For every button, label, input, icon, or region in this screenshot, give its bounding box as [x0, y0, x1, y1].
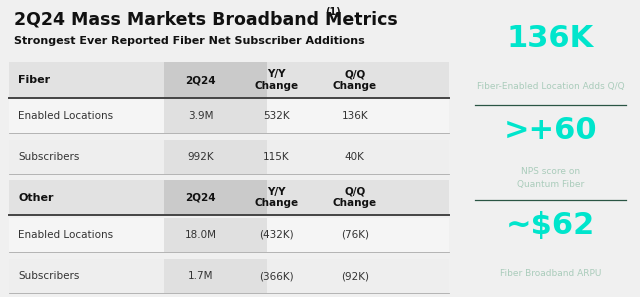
- Bar: [9, 217, 449, 252]
- Text: >+60: >+60: [504, 116, 597, 145]
- Bar: [164, 62, 268, 98]
- Text: (432K): (432K): [259, 230, 294, 240]
- Text: 18.0M: 18.0M: [184, 230, 216, 240]
- Text: 3.9M: 3.9M: [188, 111, 213, 121]
- Text: NPS score on
Quantum Fiber: NPS score on Quantum Fiber: [516, 168, 584, 189]
- Text: Fiber Broadband ARPU: Fiber Broadband ARPU: [500, 269, 601, 278]
- Bar: [9, 259, 449, 293]
- Text: (92K): (92K): [341, 271, 369, 281]
- Text: Fiber-Enabled Location Adds Q/Q: Fiber-Enabled Location Adds Q/Q: [477, 82, 624, 91]
- Text: Q/Q
Change: Q/Q Change: [333, 187, 377, 208]
- Text: 532K: 532K: [263, 111, 290, 121]
- Bar: [9, 99, 449, 133]
- Bar: [164, 180, 268, 215]
- Text: 1.7M: 1.7M: [188, 271, 213, 281]
- Text: 136K: 136K: [342, 111, 368, 121]
- Text: 992K: 992K: [187, 152, 214, 162]
- Text: Subscribers: Subscribers: [19, 271, 80, 281]
- Text: (1): (1): [325, 7, 340, 18]
- Text: 2Q24: 2Q24: [185, 75, 216, 85]
- Text: 2Q24 Mass Markets Broadband Metrics: 2Q24 Mass Markets Broadband Metrics: [14, 10, 397, 29]
- Text: 136K: 136K: [507, 24, 594, 53]
- Text: 115K: 115K: [263, 152, 290, 162]
- Bar: [9, 180, 449, 215]
- Text: Subscribers: Subscribers: [19, 152, 80, 162]
- Bar: [164, 140, 268, 175]
- Text: ~$62: ~$62: [506, 211, 595, 240]
- Text: Y/Y
Change: Y/Y Change: [255, 69, 298, 91]
- Text: Enabled Locations: Enabled Locations: [19, 230, 113, 240]
- Text: (76K): (76K): [341, 230, 369, 240]
- Bar: [164, 259, 268, 293]
- Text: 40K: 40K: [345, 152, 365, 162]
- Text: Q/Q
Change: Q/Q Change: [333, 69, 377, 91]
- Bar: [164, 99, 268, 133]
- Text: Fiber: Fiber: [19, 75, 51, 85]
- Text: (366K): (366K): [259, 271, 294, 281]
- Text: Enabled Locations: Enabled Locations: [19, 111, 113, 121]
- Text: Strongest Ever Reported Fiber Net Subscriber Additions: Strongest Ever Reported Fiber Net Subscr…: [14, 36, 365, 46]
- Text: Y/Y
Change: Y/Y Change: [255, 187, 298, 208]
- Bar: [9, 62, 449, 98]
- Bar: [9, 140, 449, 175]
- Text: 2Q24: 2Q24: [185, 192, 216, 203]
- Bar: [164, 217, 268, 252]
- Text: Other: Other: [19, 192, 54, 203]
